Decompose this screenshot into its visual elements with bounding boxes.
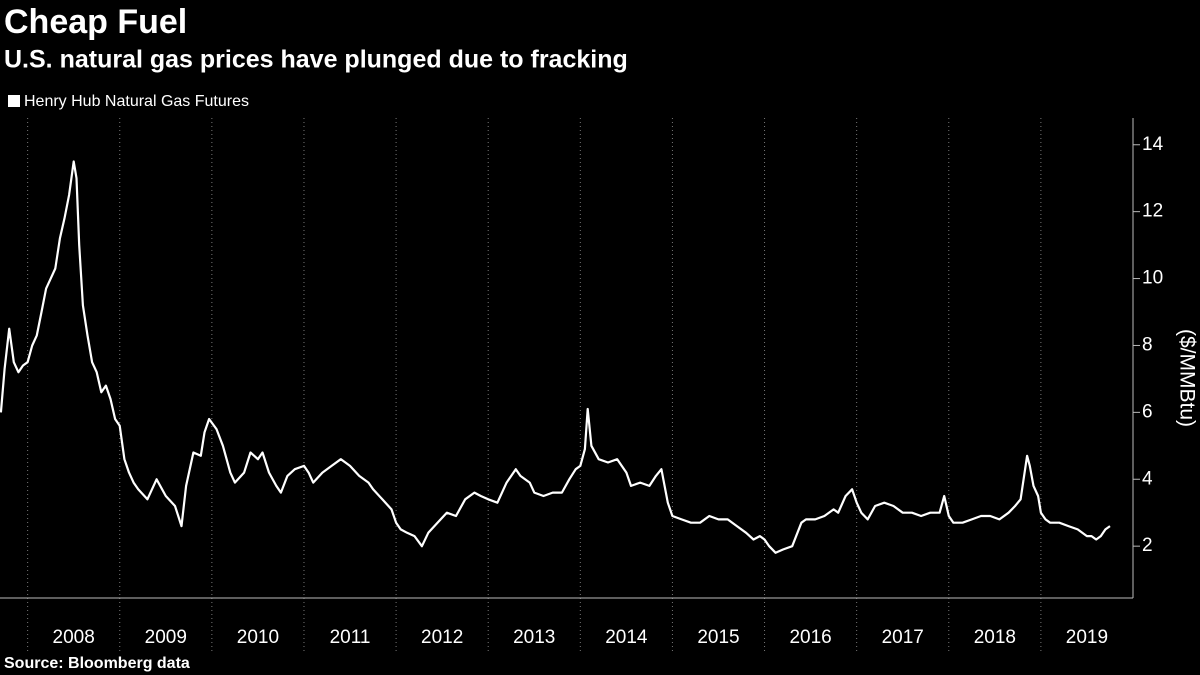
- x-tick-label: 2018: [974, 627, 1016, 648]
- x-tick-label: 2017: [882, 627, 924, 648]
- x-tick-label: 2015: [697, 627, 739, 648]
- x-tick-label: 2010: [237, 627, 279, 648]
- y-tick-label: 4: [1142, 468, 1153, 489]
- x-tick-label: 2008: [53, 627, 95, 648]
- x-tick-label: 2019: [1066, 627, 1108, 648]
- y-tick-label: 8: [1142, 334, 1153, 355]
- y-tick-label: 6: [1142, 401, 1153, 422]
- chart-title: Cheap Fuel: [4, 3, 187, 41]
- x-tick-label: 2016: [789, 627, 831, 648]
- chart-subtitle: U.S. natural gas prices have plunged due…: [4, 46, 628, 74]
- x-tick-label: 2012: [421, 627, 463, 648]
- y-tick-label: 10: [1142, 268, 1163, 289]
- x-tick-label: 2011: [330, 627, 371, 648]
- legend-swatch: [8, 95, 20, 107]
- source: Source: Bloomberg data: [4, 655, 190, 672]
- y-axis-label: ($/MMBtu): [1175, 329, 1198, 427]
- y-tick-label: 14: [1142, 134, 1164, 155]
- x-tick-label: 2013: [513, 627, 555, 648]
- legend-label: Henry Hub Natural Gas Futures: [24, 93, 249, 110]
- x-tick-label: 2014: [605, 627, 648, 648]
- y-tick-label: 2: [1142, 535, 1153, 556]
- x-tick-label: 2009: [145, 627, 187, 648]
- price-line: [0, 160, 1111, 554]
- y-tick-label: 12: [1142, 201, 1163, 222]
